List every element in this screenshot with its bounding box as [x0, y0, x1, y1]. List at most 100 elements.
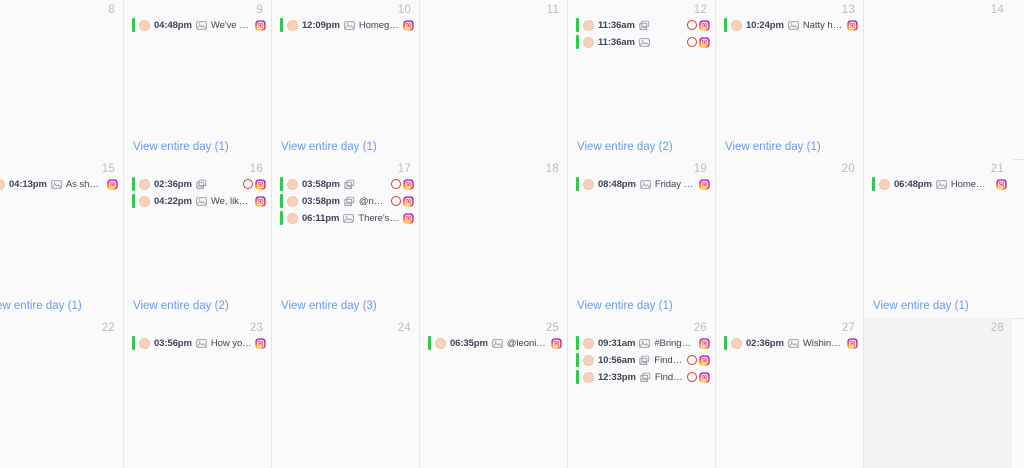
avatar [583, 19, 594, 31]
calendar-event[interactable]: 10:56am Find ou... [568, 352, 713, 368]
event-indicators [687, 371, 713, 383]
event-title: How you ... [210, 337, 252, 349]
avatar [583, 354, 594, 366]
day-cell-24[interactable]: 24 [272, 318, 420, 468]
day-cell-20[interactable]: 20 [716, 159, 864, 318]
view-entire-day-link[interactable]: View entire day (3) [281, 300, 377, 312]
calendar-event[interactable]: 06:48pm Homema... [864, 176, 1010, 192]
single-image-icon [343, 213, 355, 223]
day-cell-23[interactable]: 23 03:56pm How you ... [124, 318, 272, 468]
day-cell-8[interactable]: 8 [0, 0, 124, 159]
calendar-event[interactable]: 02:36pm Wishing e... [716, 335, 861, 351]
day-cell-27[interactable]: 27 02:36pm Wishing e... [716, 318, 864, 468]
calendar-event[interactable]: 10:24pm Natty has ... [716, 17, 861, 33]
pending-circle-icon[interactable] [391, 196, 401, 206]
event-status-bar [132, 177, 135, 191]
event-time: 09:31am [598, 337, 636, 349]
event-indicators [403, 212, 417, 224]
event-indicators [107, 178, 121, 190]
calendar-event[interactable]: 09:31am #BringYo... [568, 335, 713, 351]
instagram-icon [699, 354, 710, 366]
calendar-event[interactable]: 02:36pm [124, 176, 269, 192]
day-events: 02:36pm 04:22pm [124, 176, 271, 209]
calendar-event[interactable]: 06:35pm @leonida... [420, 335, 565, 351]
day-cell-22[interactable]: 22 [0, 318, 124, 468]
calendar-event[interactable]: 12:33pm Find ou... [568, 369, 713, 385]
day-number: 14 [990, 4, 1004, 16]
event-status-bar [280, 211, 283, 225]
calendar-event[interactable]: 04:22pm We, like ... [124, 193, 269, 209]
day-number: 21 [990, 163, 1004, 175]
day-cell-14[interactable]: 14 [864, 0, 1012, 159]
day-cell-16[interactable]: 16 02:36pm 04:2 [124, 159, 272, 318]
day-cell-25[interactable]: 25 06:35pm @leonida... [420, 318, 568, 468]
day-cell-12[interactable]: 12 11:36am 11:3 [568, 0, 716, 159]
day-number: 16 [249, 163, 263, 175]
pending-circle-icon[interactable] [687, 355, 697, 365]
avatar [139, 19, 150, 31]
carousel-icon [196, 179, 207, 189]
day-cell-28[interactable]: 28 [864, 318, 1012, 468]
event-time: 04:13pm [9, 178, 47, 190]
calendar-event[interactable]: 06:11pm There's al... [272, 210, 417, 226]
event-status-bar [132, 194, 135, 208]
day-number: 9 [256, 4, 263, 16]
day-cell-15[interactable]: 15 04:13pm As shops ... View en [0, 159, 124, 318]
event-time: 02:36pm [746, 337, 784, 349]
calendar-event[interactable]: 03:56pm How you ... [124, 335, 269, 351]
calendar-event[interactable]: 03:58pm @natali... [272, 193, 417, 209]
day-cell-11[interactable]: 11 [420, 0, 568, 159]
day-events: 08:48pm Friday nig... [568, 176, 715, 192]
day-cell-9[interactable]: 9 04:48pm We've wo... View enti [124, 0, 272, 159]
view-entire-day-link[interactable]: View entire day (1) [725, 141, 821, 153]
event-status-bar [428, 336, 431, 350]
event-indicators [699, 178, 713, 190]
day-cell-19[interactable]: 19 08:48pm Friday nig... View e [568, 159, 716, 318]
day-events: 03:58pm 03:58pm [272, 176, 419, 226]
calendar-event[interactable]: 04:48pm We've wo... [124, 17, 269, 33]
day-events: 02:36pm Wishing e... [716, 335, 863, 351]
view-entire-day-link[interactable]: View entire day (1) [577, 300, 673, 312]
avatar [287, 212, 298, 224]
single-image-icon [639, 37, 650, 47]
calendar-event[interactable]: 11:36am [568, 34, 713, 50]
calendar-event[interactable]: 03:58pm [272, 176, 417, 192]
calendar-event[interactable]: 04:13pm As shops ... [0, 176, 121, 192]
event-title: Friday nig... [654, 178, 696, 190]
view-entire-day-link[interactable]: View entire day (1) [281, 141, 377, 153]
single-image-icon [196, 338, 207, 348]
instagram-icon [847, 337, 858, 349]
day-cell-18[interactable]: 18 [420, 159, 568, 318]
day-events: 11:36am 11:36am [568, 17, 715, 50]
pending-circle-icon[interactable] [687, 20, 697, 30]
avatar [879, 178, 890, 190]
instagram-icon [403, 19, 414, 31]
event-status-bar [576, 370, 579, 384]
event-status-bar [132, 336, 135, 350]
day-cell-13[interactable]: 13 10:24pm Natty has ... View e [716, 0, 864, 159]
view-entire-day-link[interactable]: View entire day (2) [577, 141, 673, 153]
view-entire-day-link[interactable]: View entire day (2) [133, 300, 229, 312]
event-indicators [687, 36, 713, 48]
pending-circle-icon[interactable] [687, 372, 697, 382]
calendar-event[interactable]: 12:09pm Homegro... [272, 17, 417, 33]
event-indicators [255, 337, 269, 349]
day-cell-21[interactable]: 21 06:48pm Homema... View entir [864, 159, 1012, 318]
calendar-event[interactable]: 08:48pm Friday nig... [568, 176, 713, 192]
calendar-event[interactable]: 11:36am [568, 17, 713, 33]
view-entire-day-link[interactable]: View entire day (1) [873, 300, 969, 312]
pending-circle-icon[interactable] [391, 179, 401, 189]
event-title: Homegro... [358, 19, 400, 31]
day-cell-10[interactable]: 10 12:09pm Homegro... View enti [272, 0, 420, 159]
pending-circle-icon[interactable] [687, 37, 697, 47]
day-number: 11 [546, 4, 559, 16]
pending-circle-icon[interactable] [243, 179, 253, 189]
event-title: We've wo... [210, 19, 252, 31]
day-cell-26[interactable]: 26 09:31am #BringYo... [568, 318, 716, 468]
view-entire-day-link[interactable]: View entire day (1) [0, 300, 82, 312]
day-events: 12:09pm Homegro... [272, 17, 419, 33]
view-entire-day-link[interactable]: View entire day (1) [133, 141, 229, 153]
day-number: 26 [693, 322, 707, 334]
event-status-bar [576, 353, 579, 367]
day-cell-17[interactable]: 17 03:58pm 03:5 [272, 159, 420, 318]
